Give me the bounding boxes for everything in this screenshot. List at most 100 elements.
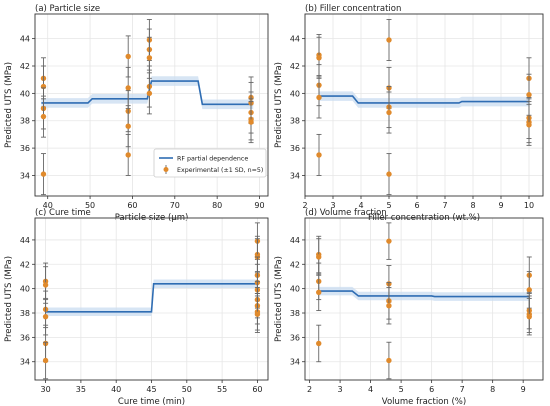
x-tick-label: 9 — [521, 385, 526, 394]
y-tick-label: 38 — [20, 309, 30, 318]
y-tick-label: 40 — [20, 89, 30, 98]
chart-panel-3: 30 35 40 45 50 55 60 34 36 38 40 42 44 (c) Cure time C… — [4, 208, 269, 406]
x-tick-label: 6 — [414, 201, 419, 210]
x-tick-label: 6 — [429, 385, 434, 394]
data-point — [316, 340, 322, 347]
pd-confidence-band — [41, 76, 254, 110]
x-tick-label: 3 — [338, 385, 343, 394]
data-point — [316, 94, 322, 101]
data-point — [125, 53, 131, 60]
y-tick-label: 44 — [290, 236, 300, 245]
legend-label: RF partial dependence — [177, 156, 248, 163]
data-point — [386, 238, 392, 244]
x-tick-label: 5 — [399, 385, 404, 394]
legend-label: Experimental (±1 SD, n=5) — [177, 167, 263, 174]
x-tick-label: 4 — [368, 385, 373, 394]
data-point — [386, 37, 392, 43]
data-point — [386, 171, 392, 177]
x-tick-label: 40 — [111, 385, 121, 394]
panel-title: (c) Cure time — [35, 208, 91, 218]
data-point — [42, 357, 49, 364]
y-axis-label: Predicted UTS (MPa) — [274, 256, 284, 342]
y-tick-label: 34 — [20, 171, 30, 180]
y-tick-label: 40 — [290, 285, 300, 294]
data-point — [386, 357, 392, 364]
y-tick-label: 36 — [290, 333, 300, 342]
y-tick-label: 44 — [20, 35, 30, 44]
data-point — [146, 55, 153, 61]
pd-line — [318, 290, 530, 298]
legend-box — [153, 148, 267, 178]
x-tick-label: 60 — [127, 201, 137, 210]
data-point — [386, 302, 392, 309]
y-tick-label: 36 — [20, 333, 30, 342]
x-tick-label: 9 — [498, 201, 503, 210]
x-tick-label: 80 — [212, 201, 222, 210]
y-axis-label: Predicted UTS (MPa) — [4, 256, 14, 342]
x-tick-label: 55 — [217, 385, 227, 394]
x-tick-label: 2 — [307, 385, 312, 394]
data-point — [125, 152, 131, 158]
x-tick-label: 30 — [40, 385, 50, 394]
plot-frame — [304, 13, 544, 197]
x-tick-label: 35 — [76, 385, 86, 394]
data-point — [316, 152, 322, 158]
x-axis-label: Volume fraction (%) — [382, 397, 466, 406]
y-tick-label: 42 — [290, 62, 300, 71]
data-point — [316, 254, 322, 260]
y-axis-label: Predicted UTS (MPa) — [4, 62, 14, 148]
pd-confidence-band — [319, 91, 529, 108]
data-point — [526, 313, 532, 320]
panel-title: (a) Particle size — [35, 4, 100, 14]
y-tick-label: 38 — [290, 117, 300, 126]
y-axis-label: Predicted UTS (MPa) — [274, 62, 284, 148]
y-tick-label: 42 — [20, 62, 30, 71]
x-tick-label: 90 — [254, 201, 264, 210]
y-tick-label: 34 — [290, 358, 300, 367]
data-point — [526, 92, 532, 98]
data-point — [42, 282, 49, 288]
chart-panel-1: 40 50 60 70 80 90 34 36 38 40 42 44 (a) Particle siz… — [4, 4, 269, 223]
data-point — [316, 55, 322, 61]
x-tick-label: 2 — [302, 201, 307, 210]
y-tick-label: 38 — [20, 117, 30, 126]
y-tick-label: 34 — [290, 171, 300, 180]
x-tick-label: 4 — [358, 201, 363, 210]
data-point — [248, 119, 254, 125]
x-tick-label: 7 — [460, 385, 465, 394]
legend: RF partial dependence Experimental (±1 SD… — [153, 148, 267, 178]
x-tick-label: 45 — [146, 385, 156, 394]
data-point — [526, 287, 532, 293]
panel-title: (d) Volume fraction — [305, 208, 387, 218]
x-tick-label: 70 — [170, 201, 180, 210]
y-tick-label: 42 — [20, 260, 30, 269]
x-tick-label: 8 — [470, 201, 475, 210]
y-tick-label: 40 — [290, 89, 300, 98]
y-tick-label: 36 — [20, 144, 30, 153]
y-tick-label: 40 — [20, 285, 30, 294]
x-tick-label: 3 — [330, 201, 335, 210]
x-tick-label: 7 — [442, 201, 447, 210]
x-tick-label: 50 — [85, 201, 95, 210]
data-point — [146, 90, 153, 97]
data-point — [526, 122, 532, 128]
x-tick-label: 5 — [386, 201, 391, 210]
x-tick-label: 40 — [43, 201, 53, 210]
x-tick-label: 60 — [252, 385, 262, 394]
y-tick-label: 38 — [290, 309, 300, 318]
data-point — [125, 123, 131, 129]
plot-frame — [304, 217, 544, 381]
y-tick-label: 44 — [290, 35, 300, 44]
data-point — [40, 171, 47, 177]
plot-frame — [34, 13, 269, 197]
panel-title: (b) Filler concentration — [305, 4, 401, 14]
data-point — [386, 109, 392, 116]
data-point — [254, 311, 261, 317]
data-point — [316, 289, 322, 296]
data-point — [40, 113, 47, 120]
pd-line — [45, 282, 258, 313]
x-tick-label: 8 — [490, 385, 495, 394]
